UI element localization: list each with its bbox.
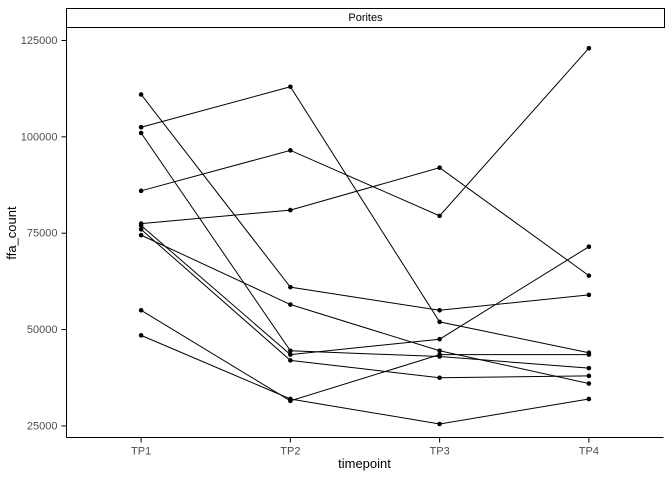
data-point <box>586 273 592 278</box>
facet-title: Porites <box>348 12 383 24</box>
series-line <box>140 228 589 379</box>
data-point <box>586 45 592 51</box>
data-point <box>288 396 293 402</box>
series-line <box>140 234 589 385</box>
data-point <box>138 188 144 194</box>
data-point <box>437 319 442 325</box>
data-point <box>138 227 144 232</box>
series-line <box>140 86 589 354</box>
x-axis-title: timepoint <box>338 456 391 471</box>
data-point <box>138 223 144 228</box>
x-tick-label: TP4 <box>579 446 599 458</box>
data-point <box>288 302 293 307</box>
data-point <box>437 421 442 427</box>
data-point <box>586 373 592 379</box>
data-point <box>288 207 293 213</box>
data-point <box>138 130 144 136</box>
data-point <box>138 308 144 313</box>
y-tick-label: 125000 <box>21 35 58 47</box>
data-point <box>586 396 592 402</box>
x-tick-label: TP3 <box>430 446 450 458</box>
data-point <box>437 375 442 381</box>
data-point <box>288 148 293 153</box>
data-point <box>437 336 442 342</box>
data-point <box>288 352 293 357</box>
data-point <box>138 333 144 338</box>
y-tick-label: 50000 <box>27 324 58 336</box>
series-line <box>140 94 589 311</box>
data-point <box>437 308 442 313</box>
series-line <box>140 334 589 425</box>
x-tick-label: TP2 <box>280 446 300 458</box>
data-point <box>288 358 293 363</box>
data-point <box>288 84 293 90</box>
facet-strip: Porites <box>66 8 665 28</box>
data-point <box>138 124 144 130</box>
y-tick-label: 75000 <box>27 228 58 240</box>
series-line <box>140 309 589 402</box>
series-line <box>140 225 590 356</box>
data-point <box>138 92 144 97</box>
data-point <box>288 284 293 290</box>
data-point <box>437 352 442 357</box>
y-axis-title: ffa_count <box>4 206 19 260</box>
y-tick-label: 25000 <box>27 420 58 432</box>
y-tick-label: 100000 <box>21 131 58 143</box>
data-point <box>437 213 442 219</box>
series-line <box>140 132 589 369</box>
data-point <box>586 292 592 298</box>
data-point <box>586 352 592 357</box>
data-point <box>437 348 442 354</box>
data-point <box>138 232 144 238</box>
data-point <box>586 365 592 371</box>
series-line <box>141 167 590 277</box>
data-point <box>586 381 592 386</box>
data-point <box>288 348 293 354</box>
data-point <box>437 165 442 170</box>
data-point <box>586 244 592 250</box>
x-tick-label: TP1 <box>131 446 151 458</box>
series-line <box>140 47 590 217</box>
